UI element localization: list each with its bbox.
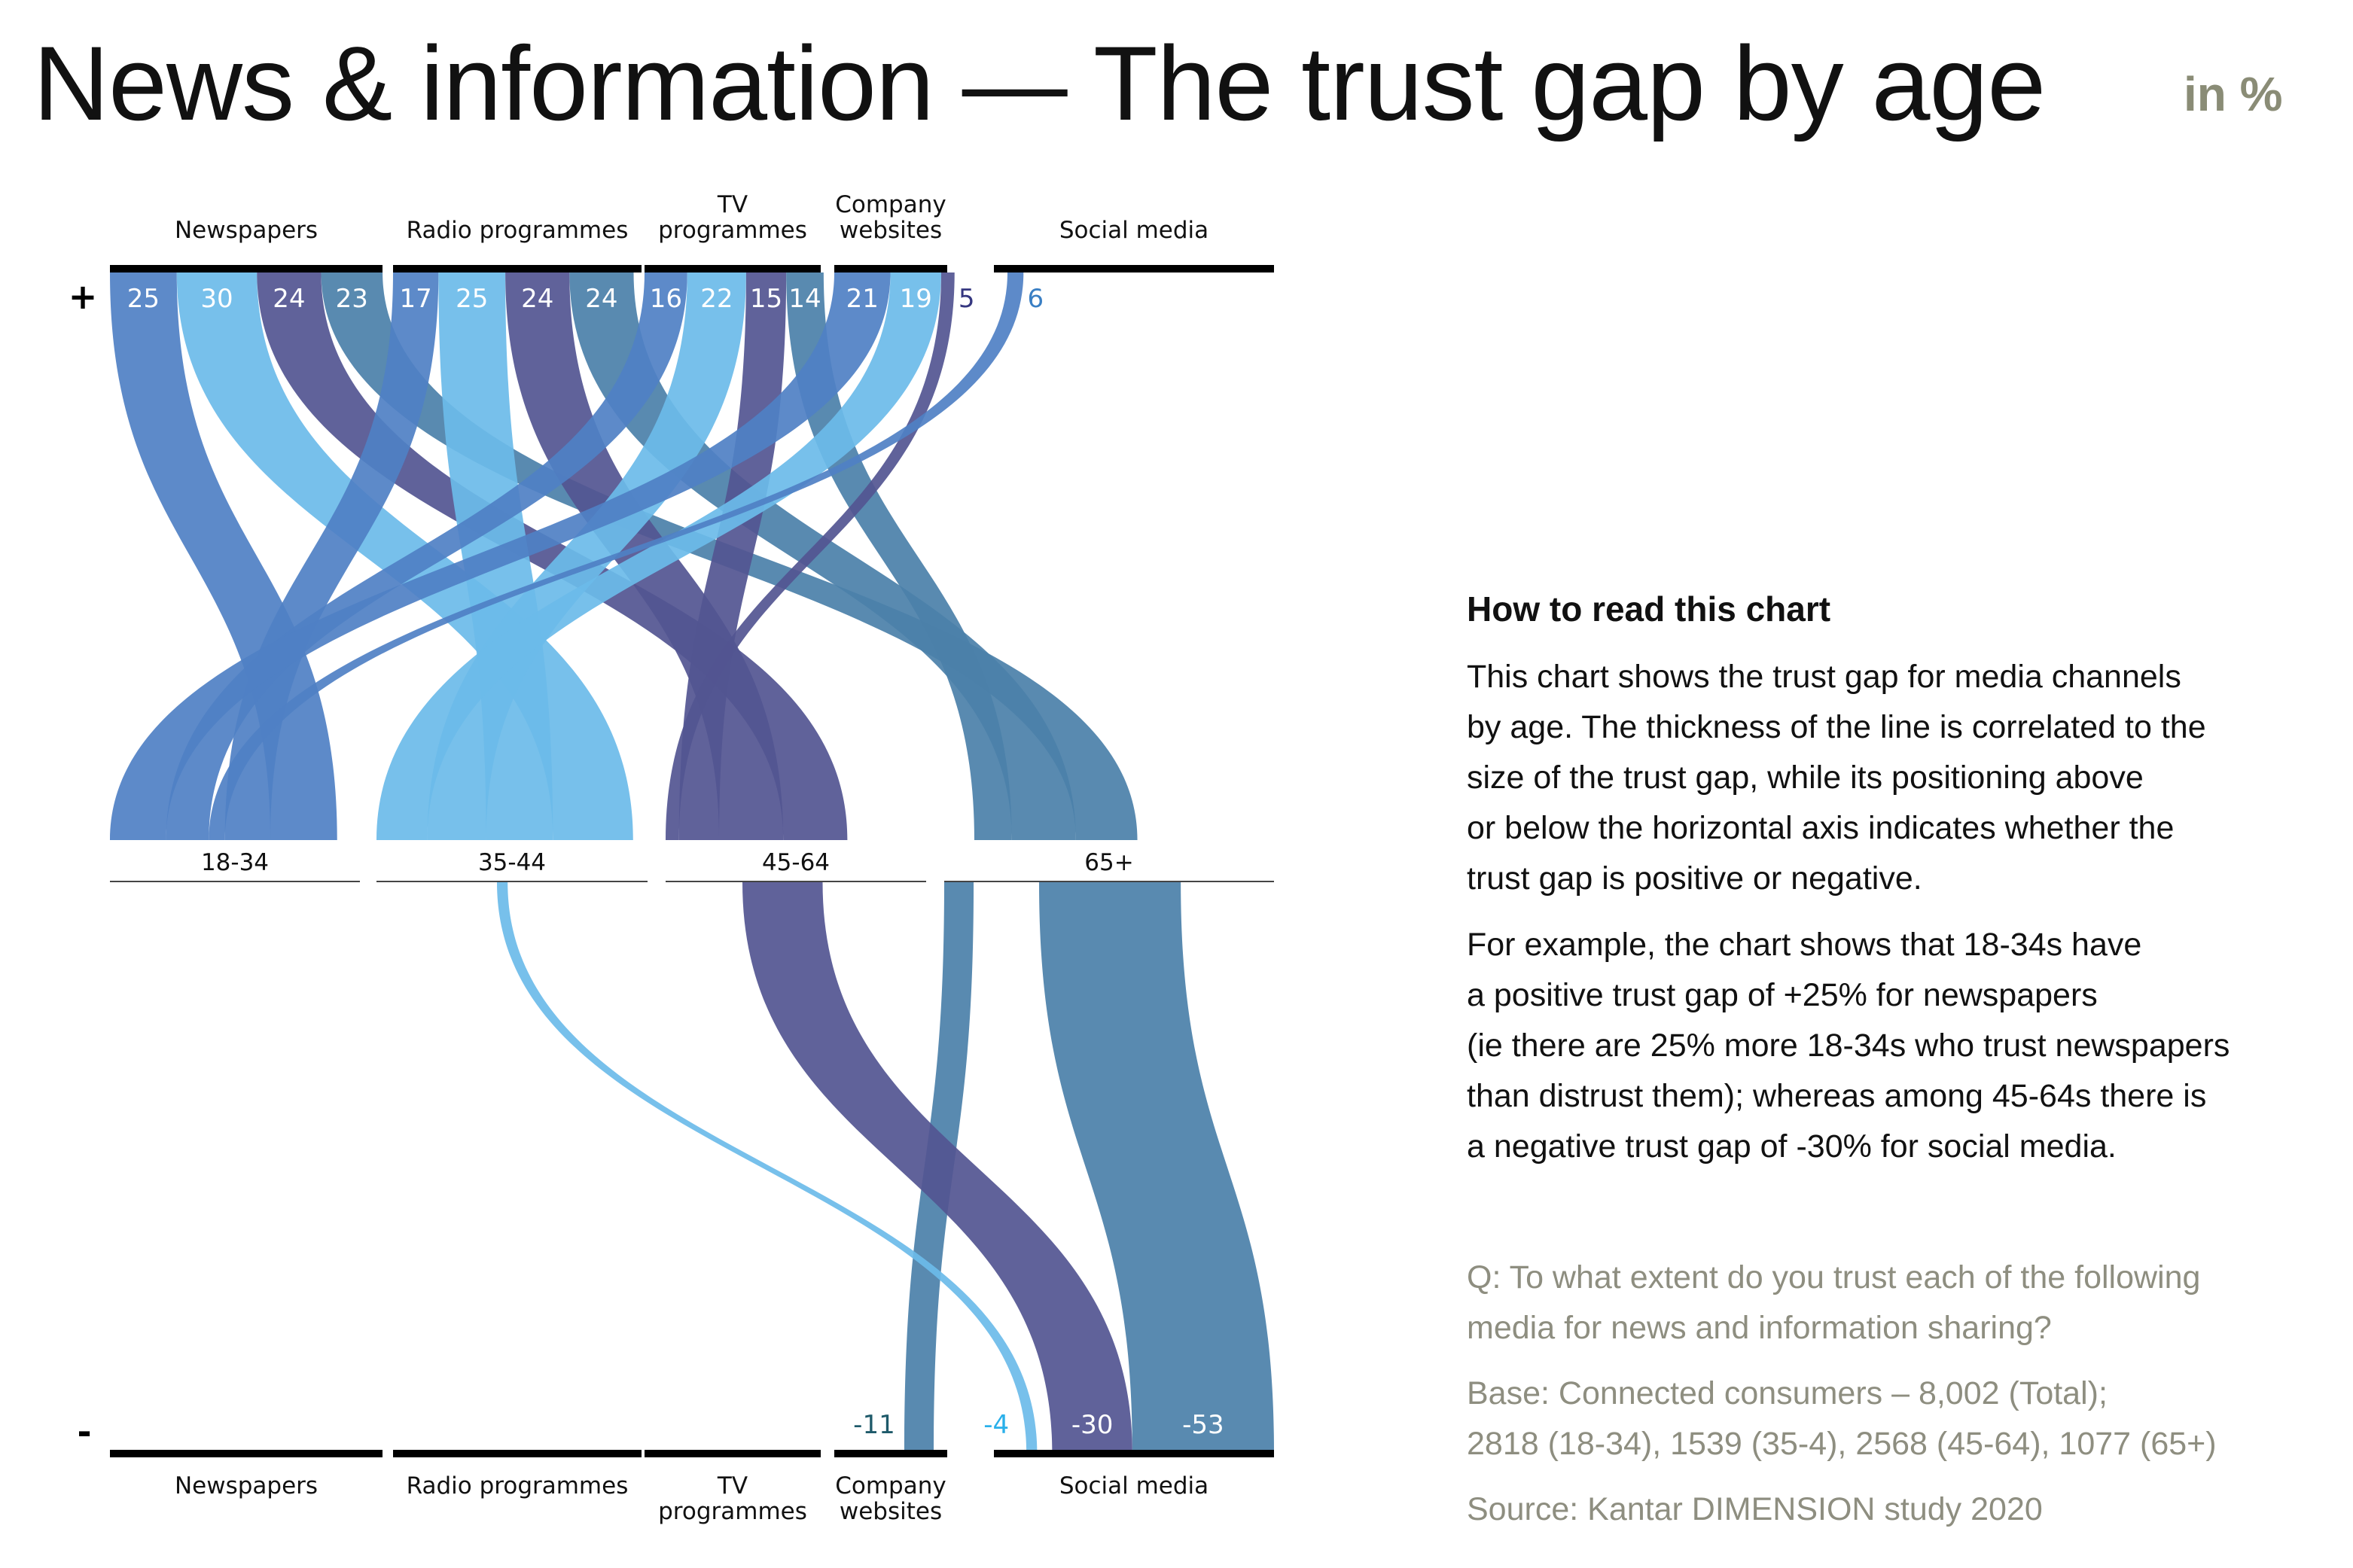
text-line: trust gap is positive or negative. — [1467, 860, 1922, 897]
flow-neg-35-44-4 — [497, 882, 1038, 1453]
flow-neg-65+-4 — [1039, 882, 1274, 1453]
text-line: 2818 (18-34), 1539 (35-4), 2568 (45-64),… — [1467, 1426, 2217, 1462]
age-group-axis-line — [666, 881, 926, 882]
text-line: Base: Connected consumers – 8,002 (Total… — [1467, 1375, 2108, 1411]
chart-title: News & information — The trust gap by ag… — [33, 24, 2046, 142]
bottom-axis-bar — [393, 1450, 642, 1457]
category-label-top: Company — [835, 191, 946, 218]
text-line: a positive trust gap of +25% for newspap… — [1467, 977, 2098, 1013]
text-line: media for news and information sharing? — [1467, 1310, 2052, 1346]
flow-neg-45-64-4 — [742, 882, 1132, 1453]
data-label: 22 — [700, 284, 733, 314]
flow-18-34-3 — [110, 272, 891, 840]
unit-label: in % — [2184, 67, 2283, 121]
data-label: 15 — [750, 284, 782, 314]
positive-marker: + — [69, 276, 98, 317]
data-label: 19 — [900, 284, 932, 314]
age-group-label: 45-64 — [762, 849, 830, 876]
age-group-label: 18-34 — [201, 849, 269, 876]
negative-marker: - — [77, 1411, 91, 1452]
age-group-label: 35-44 — [478, 849, 546, 876]
category-label-top: programmes — [658, 217, 807, 244]
data-label: 25 — [127, 284, 160, 314]
category-label-bottom: Radio programmes — [407, 1472, 629, 1499]
data-label: 25 — [456, 284, 488, 314]
text-line: by age. The thickness of the line is cor… — [1467, 709, 2206, 745]
bottom-axis-bar — [834, 1450, 947, 1457]
category-label-top: Newspapers — [175, 217, 318, 244]
top-axis-bar — [110, 265, 383, 272]
flow-35-44-3 — [376, 272, 941, 840]
flow-45-64-0 — [257, 272, 848, 840]
category-label-bottom: Social media — [1059, 1472, 1209, 1499]
top-axis-bar — [645, 265, 821, 272]
flow-35-44-2 — [427, 272, 746, 840]
flow-18-34-1 — [224, 272, 439, 840]
text-line: a negative trust gap of -30% for social … — [1467, 1128, 2117, 1165]
how-to-read-heading: How to read this chart — [1467, 589, 1831, 629]
category-label-bottom: TV — [717, 1472, 748, 1499]
text-line: This chart shows the trust gap for media… — [1467, 659, 2181, 695]
data-label: -11 — [853, 1410, 895, 1440]
data-label: 24 — [521, 284, 553, 314]
text-line: For example, the chart shows that 18-34s… — [1467, 927, 2142, 963]
category-label-bottom: Newspapers — [175, 1472, 318, 1499]
flow-45-64-3 — [666, 272, 955, 840]
age-group-axis-line — [944, 881, 1274, 882]
category-label-top: Social media — [1059, 217, 1209, 244]
category-label-bottom: Company — [835, 1472, 946, 1499]
bottom-axis-bar — [645, 1450, 821, 1457]
data-label: 24 — [585, 284, 617, 314]
data-label: 24 — [273, 284, 305, 314]
age-group-axis-line — [376, 881, 648, 882]
text-line: than distrust them); whereas among 45-64… — [1467, 1078, 2207, 1114]
data-label: 16 — [650, 284, 682, 314]
category-label-bottom: programmes — [658, 1498, 807, 1525]
data-label: 21 — [846, 284, 879, 314]
bottom-axis-bar — [994, 1450, 1274, 1457]
flow-18-34-4 — [209, 272, 1024, 840]
data-label: -4 — [983, 1410, 1009, 1440]
data-label: 30 — [200, 284, 233, 314]
category-label-top: websites — [840, 217, 942, 244]
data-label: 14 — [788, 284, 821, 314]
age-group-label: 65+ — [1084, 849, 1133, 876]
data-label: 23 — [336, 284, 368, 314]
source-note: Source: Kantar DIMENSION study 2020 — [1467, 1491, 2043, 1527]
flow-18-34-2 — [166, 272, 687, 840]
bottom-axis-bar — [110, 1450, 383, 1457]
data-label: -53 — [1182, 1410, 1224, 1440]
base-note: Base: Connected consumers – 8,002 (Total… — [1467, 1369, 2340, 1469]
top-axis-bar — [834, 265, 947, 272]
how-to-read-paragraph-1: This chart shows the trust gap for media… — [1467, 652, 2340, 904]
category-label-top: Radio programmes — [407, 217, 629, 244]
category-label-top: TV — [717, 191, 748, 218]
age-group-axis-line — [110, 881, 360, 882]
flow-65+-1 — [569, 272, 1076, 840]
data-label: 17 — [400, 284, 432, 314]
how-to-read-paragraph-2: For example, the chart shows that 18-34s… — [1467, 920, 2340, 1172]
data-label: 6 — [1027, 284, 1044, 314]
data-label: 5 — [959, 284, 975, 314]
text-line: size of the trust gap, while its positio… — [1467, 760, 2144, 796]
question-note: Q: To what extent do you trust each of t… — [1467, 1253, 2340, 1353]
text-line: Q: To what extent do you trust each of t… — [1467, 1259, 2201, 1296]
category-label-bottom: websites — [840, 1498, 942, 1525]
top-axis-bar — [393, 265, 642, 272]
text-line: (ie there are 25% more 18-34s who trust … — [1467, 1028, 2230, 1064]
text-line: or below the horizontal axis indicates w… — [1467, 810, 2175, 846]
top-axis-bar — [994, 265, 1274, 272]
data-label: -30 — [1071, 1410, 1114, 1440]
